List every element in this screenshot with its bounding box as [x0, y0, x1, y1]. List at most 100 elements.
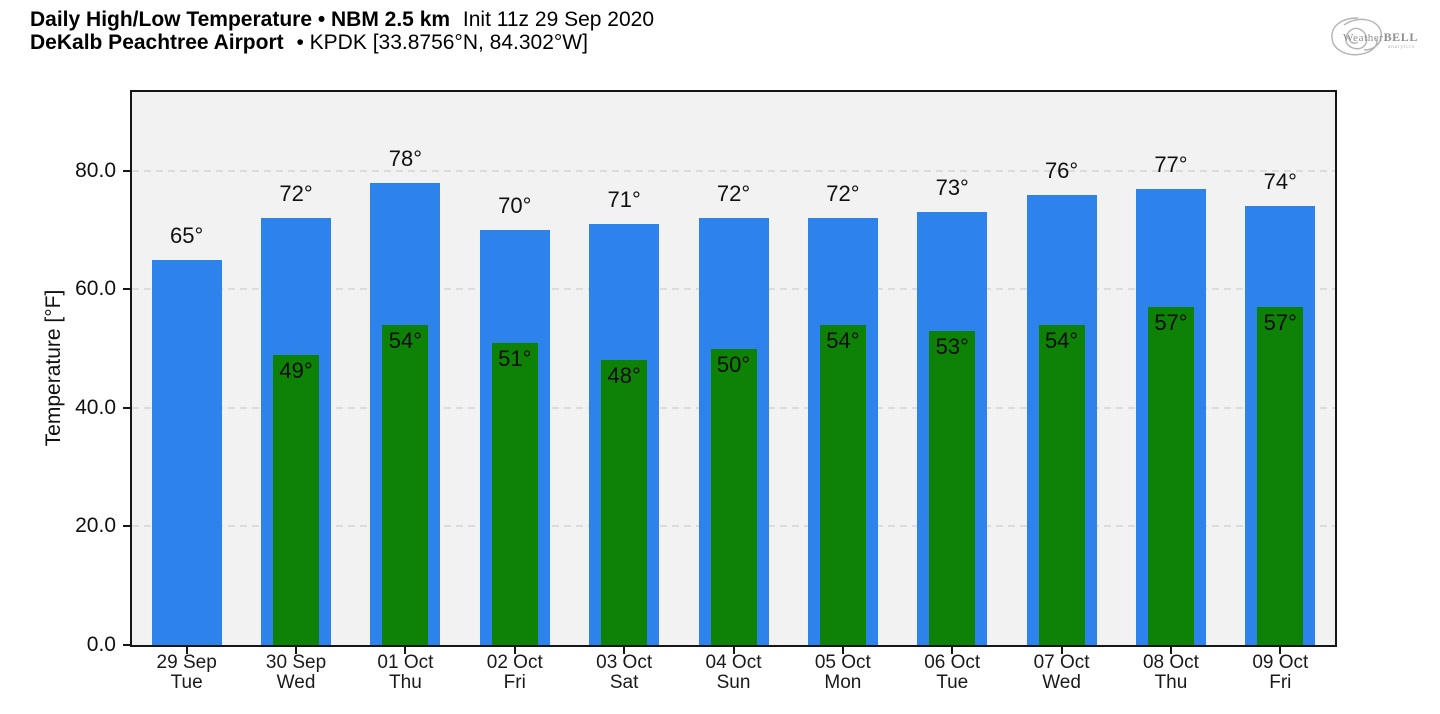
x-tick-mark — [951, 645, 954, 654]
high-bar-label: 71° — [607, 187, 641, 213]
y-tick-label: 0.0 — [86, 633, 116, 656]
low-bar-label: 49° — [279, 357, 313, 383]
x-tick-mark — [404, 645, 407, 654]
low-bar — [710, 348, 757, 645]
y-tick-label: 40.0 — [75, 395, 116, 419]
low-bar-label: 54° — [388, 327, 423, 353]
low-bar-label: 54° — [1044, 327, 1079, 353]
low-bar-label: 54° — [826, 327, 860, 353]
low-bar — [491, 342, 538, 645]
low-bar — [382, 324, 429, 645]
chart-title-line: Daily High/Low Temperature • NBM 2.5 km … — [30, 8, 654, 31]
low-bar — [819, 324, 866, 645]
logo-tagline: analytics — [1388, 45, 1415, 50]
x-tick-label: 03 Oct Sat — [596, 653, 652, 693]
x-tick-mark — [1169, 645, 1172, 654]
x-tick-date: 04 Oct — [705, 652, 762, 673]
x-tick-label: 09 Oct Fri — [1252, 653, 1308, 693]
low-bar-label: 48° — [607, 363, 641, 389]
x-tick-label: 29 Sep Tue — [157, 653, 217, 693]
low-bar-label: 51° — [498, 345, 532, 371]
x-tick-label: 02 Oct Fri — [487, 653, 543, 693]
x-tick-date: 03 Oct — [596, 652, 653, 673]
x-tick-label: 06 Oct Tue — [924, 653, 980, 693]
x-tick-day: Tue — [170, 672, 203, 693]
y-tick-label: 60.0 — [75, 277, 116, 301]
x-tick-label: 08 Oct Thu — [1143, 653, 1199, 693]
y-tick-mark — [123, 644, 132, 646]
y-tick-mark — [123, 525, 132, 528]
x-tick-label: 30 Sep Wed — [266, 653, 326, 693]
x-tick-label: 04 Oct Sun — [706, 653, 762, 693]
x-tick-date: 08 Oct — [1142, 652, 1199, 673]
low-bar — [1038, 324, 1085, 645]
low-bar-label: 50° — [716, 351, 751, 377]
high-bar — [151, 259, 222, 645]
x-tick-mark — [732, 645, 735, 654]
y-tick-mark — [123, 288, 132, 291]
x-tick-label: 07 Oct Wed — [1034, 653, 1090, 693]
low-bar-label: 57° — [1263, 310, 1297, 336]
high-bar-label: 76° — [1044, 157, 1079, 183]
high-bar-label: 70° — [498, 193, 532, 219]
low-bar-label: 57° — [1154, 310, 1188, 336]
y-tick-mark — [123, 406, 132, 409]
low-bar — [1257, 307, 1304, 645]
high-bar-label: 72° — [716, 181, 751, 207]
station-name: DeKalb Peachtree Airport — [30, 31, 284, 54]
x-tick-date: 07 Oct — [1033, 652, 1090, 673]
low-bar — [273, 354, 320, 645]
high-bar-label: 77° — [1154, 151, 1188, 177]
x-tick-label: 05 Oct Mon — [815, 653, 871, 693]
high-bar-label: 73° — [935, 175, 969, 201]
x-tick-day: Tue — [936, 672, 969, 693]
x-tick-day: Wed — [276, 672, 316, 693]
x-tick-mark — [295, 645, 298, 654]
x-tick-mark — [1279, 645, 1282, 654]
x-tick-date: 29 Sep — [156, 652, 217, 673]
x-tick-mark — [513, 645, 516, 654]
high-bar-label: 65° — [170, 222, 204, 248]
y-axis-label: Temperature [°F] — [42, 289, 65, 447]
high-bar-label: 74° — [1263, 169, 1297, 195]
x-tick-day: Wed — [1042, 672, 1081, 693]
chart-header: Daily High/Low Temperature • NBM 2.5 km … — [30, 8, 654, 54]
low-bar — [1147, 307, 1194, 645]
x-tick-day: Sat — [609, 672, 639, 693]
x-tick-date: 06 Oct — [924, 652, 981, 673]
weatherbell-swirl-icon: WeatherBELL analytics — [1331, 17, 1418, 56]
low-bar — [929, 330, 976, 645]
plot-area: 65° 72° 49° 78° 54° 70° 51° 71° 48° 72° 50° 72° 54° 7… — [132, 92, 1335, 645]
x-tick-date: 30 Sep — [265, 652, 327, 673]
y-tick-label: 80.0 — [75, 158, 116, 182]
x-tick-day: Mon — [824, 672, 862, 693]
x-tick-date: 09 Oct — [1252, 652, 1309, 673]
y-tick-mark — [123, 169, 132, 172]
station-coordinates: • KPDK [33.8756°N, 84.302°W] — [296, 31, 588, 54]
high-bar-label: 78° — [388, 145, 423, 171]
logo-wordmark: WeatherBELL — [1343, 30, 1418, 44]
low-bar — [601, 360, 648, 645]
high-bar-label: 72° — [279, 181, 313, 207]
y-tick-label: 20.0 — [75, 514, 116, 538]
low-bar-label: 53° — [935, 333, 969, 359]
high-bar-label: 72° — [826, 181, 860, 207]
x-tick-mark — [841, 645, 844, 654]
x-tick-mark — [623, 645, 626, 654]
x-tick-label: 01 Oct Thu — [377, 653, 433, 693]
x-tick-mark — [1060, 645, 1063, 654]
x-tick-date: 05 Oct — [814, 652, 871, 673]
x-tick-day: Fri — [1269, 672, 1292, 693]
x-tick-day: Thu — [389, 672, 422, 693]
x-tick-mark — [185, 645, 188, 654]
x-tick-date: 01 Oct — [377, 652, 434, 673]
chart-title: Daily High/Low Temperature • NBM 2.5 km — [30, 8, 451, 31]
x-tick-day: Sun — [716, 672, 751, 693]
x-tick-date: 02 Oct — [486, 652, 543, 673]
gridline — [132, 169, 1335, 172]
weatherbell-logo: WeatherBELL analytics — [1328, 12, 1432, 62]
x-tick-day: Thu — [1154, 672, 1188, 693]
chart-subtitle-line: DeKalb Peachtree Airport • KPDK [33.8756… — [30, 31, 654, 54]
x-tick-day: Fri — [503, 672, 526, 693]
